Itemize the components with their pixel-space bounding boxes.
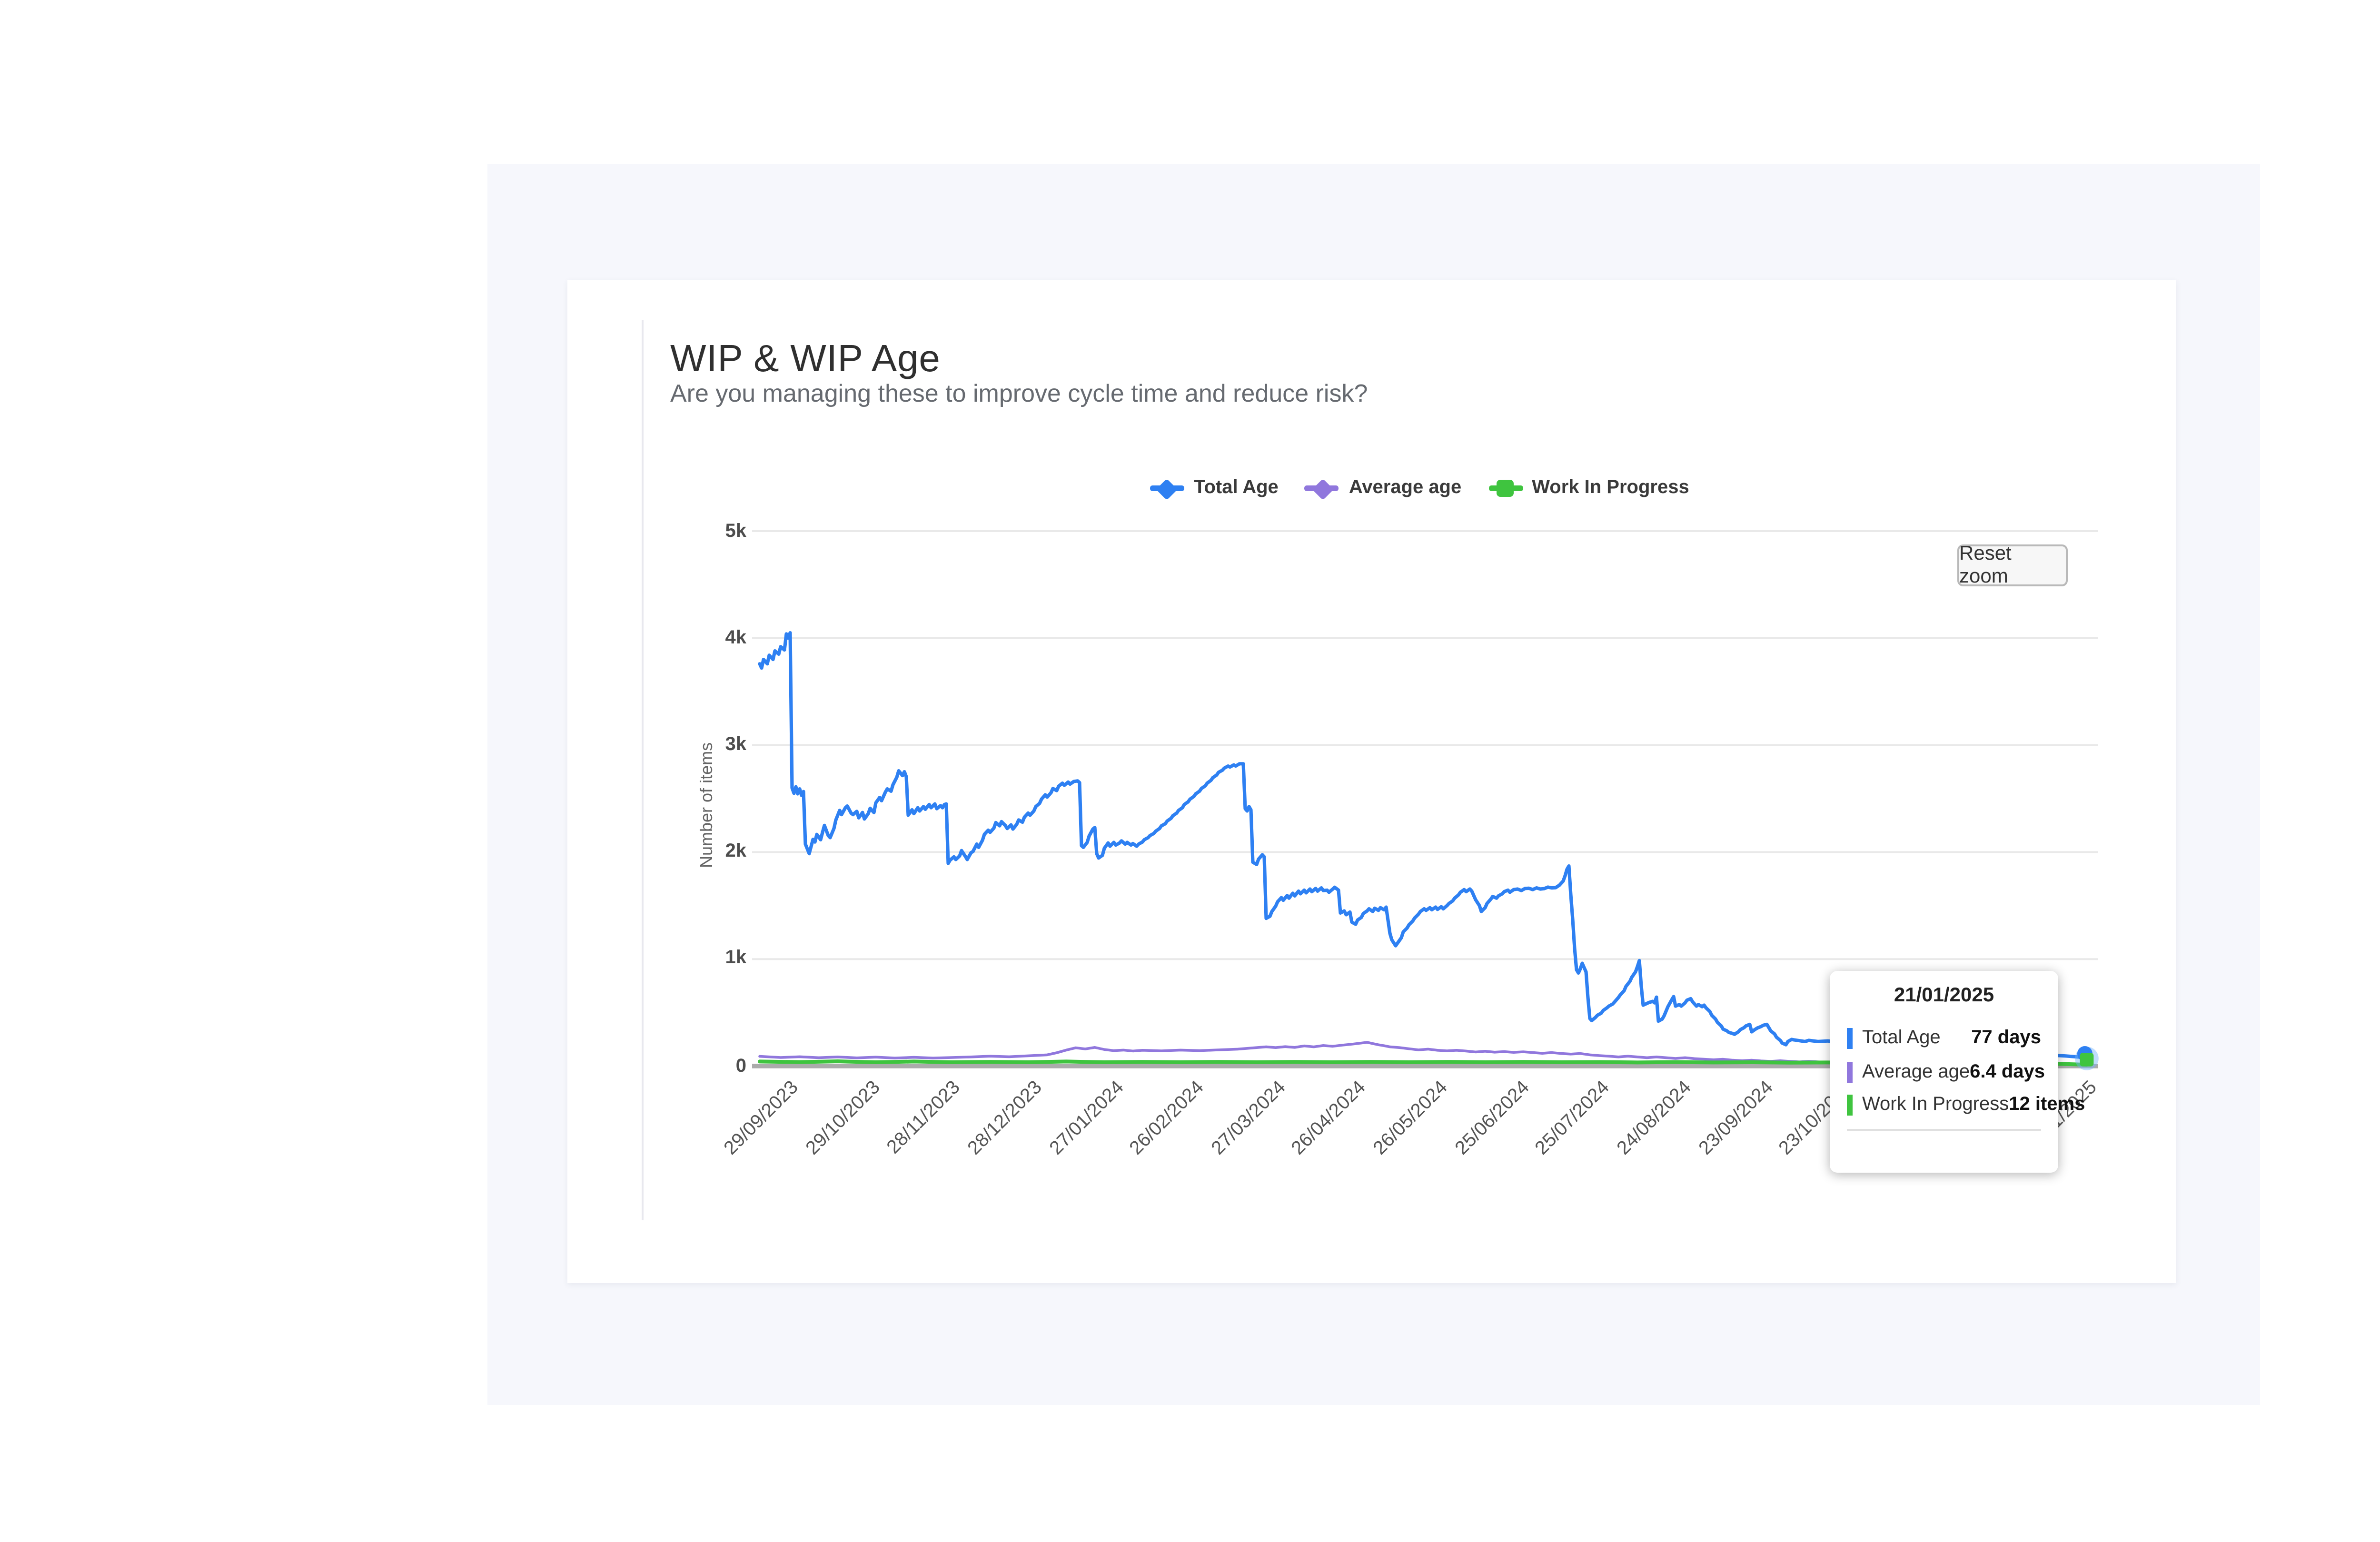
tooltip-rows: Total Age 77 days Average age 6.4 days Work … [1847, 1028, 2085, 1116]
y-tick-label-0: 0 [735, 1056, 746, 1077]
tooltip-row-average-age: Average age 6.4 days [1847, 1061, 2045, 1082]
legend-item-average-age[interactable]: Average age [1305, 478, 1461, 499]
legend-item-work-in-progress[interactable]: Work In Progress [1488, 478, 1689, 499]
chart-legend: Total Age Average age Work In Progress [1150, 478, 1689, 499]
legend-label: Total Age [1194, 478, 1279, 499]
series-color-bar-icon [1847, 1061, 1853, 1082]
tooltip-row-label: Total Age [1862, 1028, 1941, 1049]
y-tick-label-4k: 4k [725, 627, 747, 649]
page-subtitle: Are you managing these to improve cycle … [670, 379, 1368, 407]
tooltip-row-value: 12 items [2009, 1095, 2085, 1116]
card-left-divider [642, 320, 644, 1220]
y-tick-label-3k: 3k [725, 734, 747, 756]
tooltip-row-value: 6.4 days [1970, 1061, 2045, 1082]
square-marker-icon [1488, 479, 1523, 498]
y-tick-label-5k: 5k [725, 521, 747, 542]
reset-zoom-button[interactable]: Reset zoom [1957, 543, 2068, 588]
series-color-bar-icon [1847, 1028, 1853, 1049]
tooltip-row-label: Average age [1862, 1061, 1970, 1082]
tooltip-row-value: 77 days [1971, 1028, 2041, 1049]
chart-tooltip: 21/01/2025 Total Age 77 days Average age 6.… [1830, 971, 2085, 1173]
diamond-marker-icon [1150, 478, 1184, 499]
tooltip-divider [1847, 1128, 2041, 1130]
tooltip-row-work-in-progress: Work In Progress 12 items [1847, 1095, 2085, 1116]
tooltip-date: 21/01/2025 [1894, 984, 1994, 1007]
y-tick-label-2k: 2k [725, 841, 747, 863]
series-color-bar-icon [1847, 1095, 1853, 1116]
tooltip-row-label: Work In Progress [1862, 1095, 2009, 1116]
tooltip-row-total-age: Total Age 77 days [1847, 1028, 2041, 1049]
legend-item-total-age[interactable]: Total Age [1150, 478, 1279, 499]
page-title: WIP & WIP Age [670, 339, 941, 381]
legend-label: Work In Progress [1532, 478, 1689, 499]
y-tick-label-1k: 1k [725, 949, 747, 970]
legend-label: Average age [1349, 478, 1462, 499]
diamond-marker-icon [1305, 478, 1339, 499]
